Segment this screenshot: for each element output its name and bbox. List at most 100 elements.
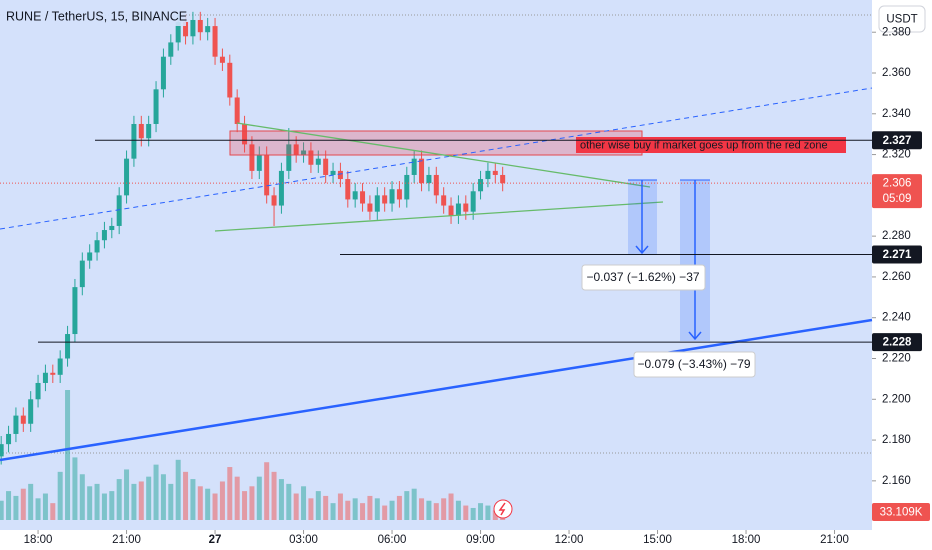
- candle-body: [441, 195, 447, 206]
- volume-bar: [101, 493, 107, 520]
- candle-body: [35, 382, 41, 400]
- volume-bar: [13, 495, 19, 520]
- volume-bar: [256, 476, 262, 520]
- volume-bar: [138, 481, 144, 520]
- volume-bar: [42, 493, 48, 520]
- currency-button[interactable]: [878, 5, 926, 33]
- candle-body: [308, 150, 314, 165]
- x-tick-label: 21:00: [112, 534, 141, 546]
- candle-body: [278, 170, 284, 206]
- volume-bar: [35, 498, 41, 520]
- candle-body: [315, 158, 321, 165]
- chart-title: RUNE / TetherUS, 15, BINANCE: [6, 9, 187, 23]
- candle-body: [57, 358, 63, 375]
- volume-bar: [109, 491, 115, 520]
- volume-bar: [79, 474, 85, 520]
- volume-bar: [382, 505, 388, 520]
- candle-body: [197, 19, 203, 33]
- y-tick-label: 2.320: [882, 149, 911, 161]
- red-zone: [229, 130, 643, 156]
- candle-body: [463, 203, 469, 212]
- candle-body: [212, 26, 218, 57]
- candle-body: [109, 225, 115, 231]
- candle-body: [411, 158, 417, 175]
- candle-body: [227, 62, 233, 98]
- volume-bar: [153, 464, 159, 520]
- candle-body: [286, 144, 292, 171]
- volume-bar: [396, 495, 402, 520]
- x-tick-label: 21:00: [820, 534, 849, 546]
- volume-bar: [183, 471, 189, 520]
- level-label-box: [872, 131, 922, 150]
- candle-body: [249, 144, 255, 171]
- candle-body: [301, 150, 307, 155]
- candle-body: [389, 189, 395, 204]
- volume-bar: [264, 462, 270, 520]
- candle-body: [175, 22, 181, 43]
- candle-body: [374, 195, 380, 212]
- volume-bar: [323, 495, 329, 520]
- dashed-trend-line: [0, 87, 873, 230]
- volume-bar: [337, 493, 343, 520]
- volume-bar: [234, 476, 240, 520]
- volume-bar: [20, 488, 26, 520]
- y-tick-label: 2.200: [882, 393, 911, 405]
- candle-body: [87, 252, 93, 261]
- x-tick-label: 12:00: [555, 534, 584, 546]
- volume-bar: [124, 469, 130, 520]
- candle-body: [404, 174, 410, 200]
- x-tick-label: 18:00: [24, 534, 53, 546]
- volume-bar: [190, 479, 196, 520]
- candle-body: [205, 26, 211, 33]
- price-axis: [872, 0, 932, 550]
- candle-body: [219, 56, 225, 63]
- volume-bar: [293, 493, 299, 520]
- candle-body: [146, 123, 152, 139]
- volume-bar: [286, 483, 292, 520]
- x-tick-label: 18:00: [732, 534, 761, 546]
- last-price-label: 2.306: [883, 178, 912, 190]
- candle-body: [153, 89, 159, 124]
- candle-body: [426, 174, 432, 184]
- currency[interactable]: USDT: [886, 14, 917, 26]
- volume-bar: [0, 500, 4, 520]
- y-tick-label: 2.340: [882, 108, 911, 120]
- x-tick-label: 27: [209, 534, 222, 546]
- volume-bar: [404, 491, 410, 520]
- volume-bar: [360, 503, 366, 520]
- replay-icon-bolt: [498, 502, 506, 516]
- x-tick-label: 15:00: [643, 534, 672, 546]
- candle-body: [50, 372, 56, 375]
- volume-bar: [175, 459, 181, 520]
- volume-bar: [426, 500, 432, 520]
- candle-body: [323, 158, 329, 175]
- candle-body: [138, 123, 144, 139]
- candle-body: [360, 191, 366, 204]
- volume-bar: [352, 498, 358, 520]
- candle-body: [190, 19, 196, 37]
- candle-body: [101, 230, 107, 241]
- volume-bar: [345, 500, 351, 520]
- volume-bar: [94, 483, 100, 520]
- measure-label-box: [633, 351, 756, 378]
- volume-bar: [463, 505, 469, 520]
- replay-icon[interactable]: [493, 499, 513, 519]
- candle-body: [271, 195, 277, 206]
- y-tick-label: 2.160: [882, 475, 911, 487]
- volume-bar: [249, 486, 255, 520]
- volume-bar: [116, 479, 122, 520]
- volume-bar: [65, 390, 71, 520]
- measure-arrow: [635, 180, 649, 255]
- y-tick-label: 2.180: [882, 434, 911, 446]
- volume-bar: [485, 505, 491, 520]
- volume-bar: [315, 491, 321, 520]
- volume-label-box: [872, 503, 930, 522]
- y-tick-label: 2.280: [882, 230, 911, 242]
- candle-body: [234, 97, 240, 124]
- measure-label: −0.079 (−3.43%) −79: [637, 357, 750, 371]
- candle-body: [72, 287, 78, 335]
- volume-bar: [448, 493, 454, 520]
- candle-body: [345, 179, 351, 200]
- candle-body: [293, 144, 299, 155]
- candle-body: [352, 191, 358, 200]
